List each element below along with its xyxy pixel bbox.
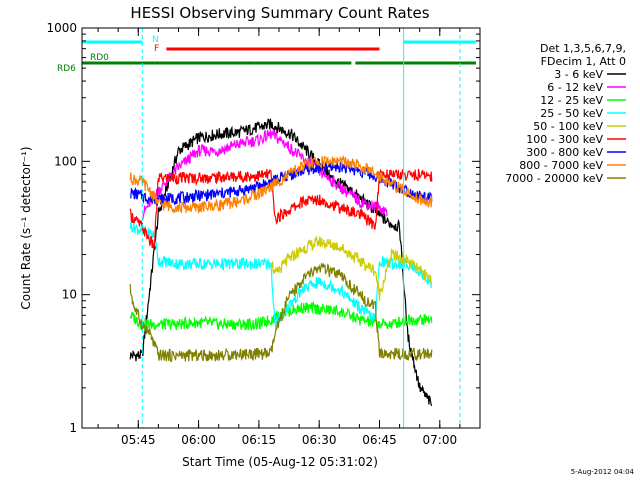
x-axis-label: Start Time (05-Aug-12 05:31:02) bbox=[182, 455, 378, 469]
legend-label: 800 - 7000 keV bbox=[519, 159, 603, 172]
series-line bbox=[129, 168, 433, 251]
series-line bbox=[129, 160, 433, 206]
x-tick-label: 06:30 bbox=[302, 433, 337, 447]
legend-label: 100 - 300 keV bbox=[526, 133, 603, 146]
legend: Det 1,3,5,6,7,9,FDecim 1, Att 03 - 6 keV… bbox=[505, 42, 626, 185]
plot-area: NF RD0 RD6 bbox=[57, 28, 476, 428]
legend-label: 12 - 25 keV bbox=[540, 94, 603, 107]
chart-title: HESSI Observing Summary Count Rates bbox=[130, 4, 429, 22]
legend-label: 25 - 50 keV bbox=[540, 107, 603, 120]
legend-label: 300 - 800 keV bbox=[526, 146, 603, 159]
flag-label: F bbox=[154, 44, 159, 54]
legend-label: 50 - 100 keV bbox=[533, 120, 603, 133]
x-tick-label: 05:45 bbox=[121, 433, 156, 447]
y-tick-label: 100 bbox=[54, 154, 77, 168]
y-axis-label: Count Rate (s⁻¹ detector⁻¹) bbox=[19, 146, 33, 309]
legend-label: 3 - 6 keV bbox=[554, 68, 603, 81]
x-tick-label: 07:00 bbox=[423, 433, 458, 447]
x-tick-label: 06:45 bbox=[362, 433, 397, 447]
legend-label: 7000 - 20000 keV bbox=[505, 172, 603, 185]
series-line bbox=[141, 128, 388, 221]
flag-label: RD0 bbox=[90, 53, 109, 63]
timestamp: 5-Aug-2012 04:04 bbox=[571, 468, 635, 476]
series-line bbox=[129, 154, 433, 214]
series-line bbox=[129, 262, 433, 363]
x-tick-label: 06:15 bbox=[242, 433, 277, 447]
legend-header: Det 1,3,5,6,7,9, bbox=[540, 42, 626, 55]
flag-label: RD6 bbox=[57, 64, 76, 74]
y-tick-label: 1 bbox=[69, 421, 77, 435]
axes: 05:45 06:00 06:15 06:30 06:45 07:00 1 10 100 1000 bbox=[46, 21, 481, 447]
y-tick-label: 1000 bbox=[46, 21, 77, 35]
legend-label: 6 - 12 keV bbox=[547, 81, 603, 94]
legend-header: FDecim 1, Att 0 bbox=[541, 55, 626, 68]
series-line bbox=[129, 118, 433, 407]
flag-label: N bbox=[152, 35, 159, 45]
x-tick-label: 06:00 bbox=[181, 433, 216, 447]
series-line bbox=[270, 235, 433, 301]
series-line bbox=[129, 221, 432, 328]
y-tick-label: 10 bbox=[62, 288, 77, 302]
plot-frame bbox=[81, 27, 481, 429]
